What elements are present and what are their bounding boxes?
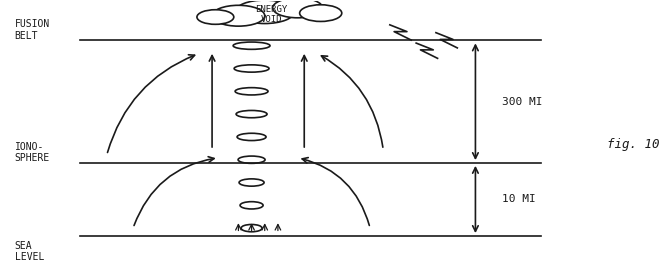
Text: SEA
LEVEL: SEA LEVEL [15, 241, 44, 262]
Circle shape [212, 5, 265, 26]
Circle shape [197, 10, 234, 24]
Circle shape [235, 0, 294, 24]
Text: FUSION
BELT: FUSION BELT [15, 19, 50, 41]
Circle shape [273, 0, 323, 18]
Circle shape [300, 5, 342, 22]
Text: 10 MI: 10 MI [502, 194, 536, 205]
Text: 300 MI: 300 MI [502, 97, 542, 107]
Text: IONO-
SPHERE: IONO- SPHERE [15, 142, 50, 163]
Text: ENERGY
VOID: ENERGY VOID [255, 5, 288, 24]
Text: fig. 10: fig. 10 [607, 138, 660, 151]
